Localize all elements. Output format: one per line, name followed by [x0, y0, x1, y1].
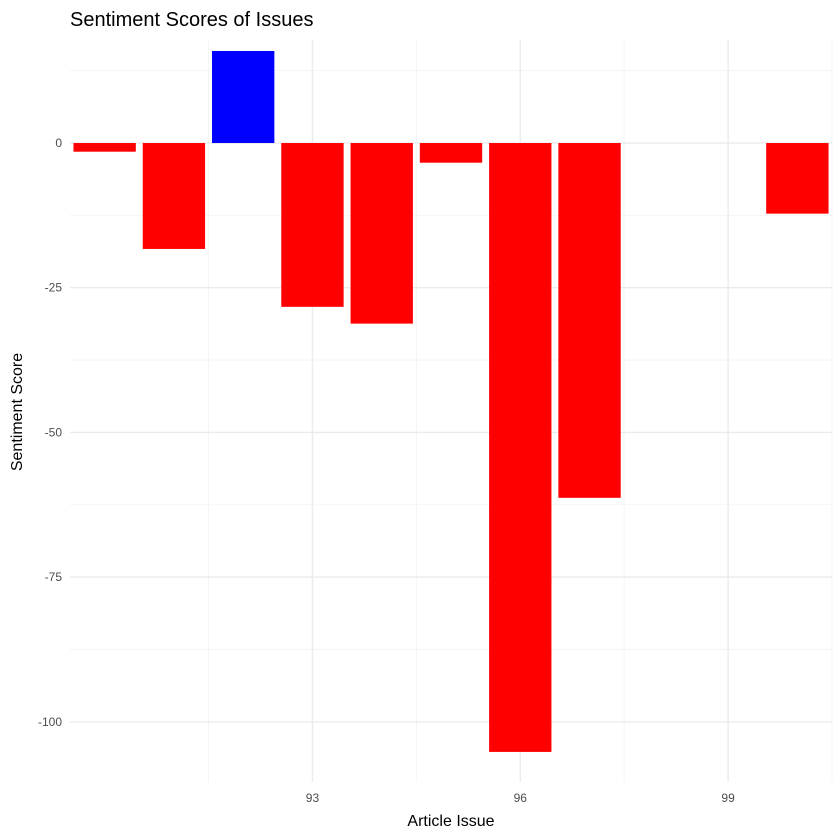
x-tick-label: 99 — [721, 791, 735, 805]
bar-issue-100 — [766, 143, 829, 214]
bar-issue-93 — [281, 143, 344, 307]
y-tick-label: -100 — [38, 715, 62, 729]
bar-issue-95 — [419, 143, 483, 163]
bar-issue-94 — [350, 143, 413, 324]
y-axis-title: Sentiment Score — [9, 353, 26, 471]
bar-issue-90 — [73, 143, 136, 152]
x-tick-label: 93 — [306, 791, 320, 805]
bar-issue-97 — [558, 143, 621, 498]
y-tick-label: -75 — [45, 570, 63, 584]
chart-title: Sentiment Scores of Issues — [70, 9, 313, 31]
x-axis-title: Article Issue — [407, 813, 494, 830]
x-axis-ticks: 93 96 99 — [306, 791, 735, 805]
y-axis-ticks: 0 -25 -50 -75 -100 — [38, 136, 62, 729]
x-tick-label: 96 — [514, 791, 528, 805]
y-tick-label: -50 — [45, 425, 63, 439]
grid — [70, 40, 833, 782]
bars — [73, 50, 829, 752]
bar-issue-96 — [489, 143, 552, 752]
bar-issue-91 — [142, 143, 206, 249]
y-tick-label: 0 — [55, 136, 62, 150]
bar-issue-92 — [212, 50, 275, 144]
y-tick-label: -25 — [45, 281, 63, 295]
